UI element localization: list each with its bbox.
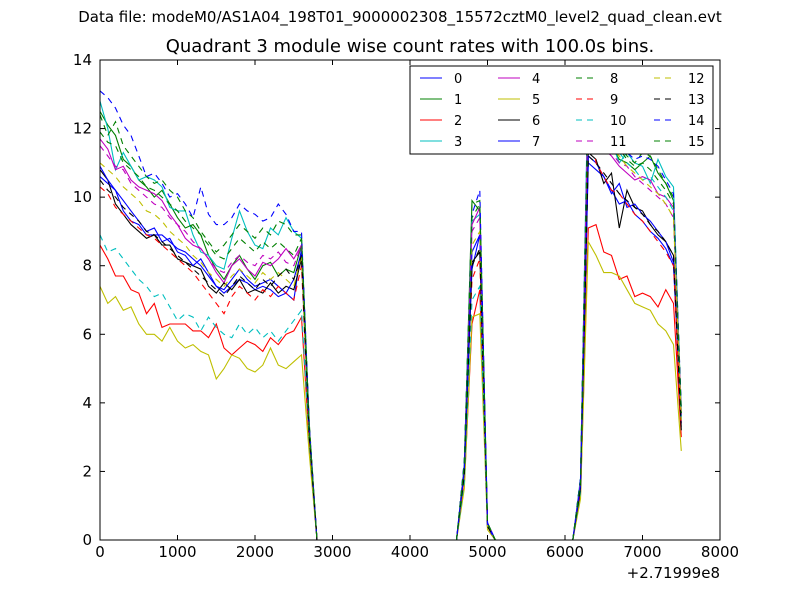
x-tick-label: 5000 (468, 543, 506, 561)
series-14-line (100, 90, 318, 540)
legend-label-3: 3 (454, 135, 462, 150)
legend-label-7: 7 (532, 135, 540, 150)
legend-label-14: 14 (688, 114, 705, 129)
series-13-line (455, 248, 496, 540)
series-11-line (100, 145, 318, 540)
legend-label-8: 8 (610, 72, 618, 87)
x-tick-label: 1000 (158, 543, 196, 561)
series-4-line (100, 138, 318, 540)
series-1-line (100, 111, 318, 540)
y-tick-label: 6 (82, 325, 92, 343)
legend-label-2: 2 (454, 114, 462, 129)
series-14-line (572, 76, 682, 540)
series-9-line (100, 186, 318, 540)
x-tick-label: 6000 (546, 543, 584, 561)
series-5-line (100, 286, 318, 540)
y-tick-label: 2 (82, 462, 92, 480)
legend-label-5: 5 (532, 93, 540, 108)
series-6-line (572, 151, 682, 540)
series-5-line (455, 312, 496, 540)
series-13-line (572, 154, 682, 540)
x-tick-label: 2000 (236, 543, 274, 561)
legend-label-15: 15 (688, 135, 705, 150)
x-tick-label: 0 (95, 543, 105, 561)
series-3-line (100, 100, 318, 540)
chart-title: Quadrant 3 module wise count rates with … (165, 36, 655, 57)
x-tick-label: 3000 (313, 543, 351, 561)
legend-label-13: 13 (688, 93, 705, 108)
y-tick-label: 8 (82, 257, 92, 275)
y-tick-label: 4 (82, 394, 92, 412)
legend-box (409, 65, 714, 155)
x-offset-label: +2.71999e8 (627, 564, 720, 582)
series-11-line (572, 94, 682, 540)
series-group (100, 65, 682, 540)
legend-label-4: 4 (532, 72, 540, 87)
y-tick-label: 14 (73, 51, 92, 69)
legend-label-6: 6 (532, 114, 540, 129)
series-0-line (572, 161, 682, 540)
y-tick-label: 0 (82, 531, 92, 549)
x-tick-label: 4000 (391, 543, 429, 561)
series-8-line (100, 114, 318, 540)
y-tick-label: 10 (73, 188, 92, 206)
series-5-line (572, 239, 682, 540)
series-1-line (572, 94, 682, 540)
series-15-line (100, 131, 318, 540)
legend-label-10: 10 (610, 114, 627, 129)
series-15-line (572, 87, 682, 540)
legend-label-11: 11 (610, 135, 627, 150)
series-0-line (100, 176, 318, 540)
legend-label-0: 0 (454, 72, 462, 87)
series-15-line (455, 202, 496, 540)
series-2-line (572, 223, 682, 540)
series-4-line (572, 90, 682, 540)
series-12-line (100, 162, 318, 540)
legend-label-1: 1 (454, 93, 462, 108)
series-13-line (100, 179, 318, 540)
x-tick-label: 8000 (701, 543, 739, 561)
series-10-line (100, 234, 318, 540)
series-7-line (572, 154, 682, 540)
legend-label-9: 9 (610, 93, 618, 108)
legend-label-12: 12 (688, 72, 705, 87)
y-tick-label: 12 (73, 120, 92, 138)
figure-suptitle: Data file: modeM0/AS1A04_198T01_90000023… (78, 8, 722, 26)
series-6-line (100, 169, 318, 540)
series-2-line (100, 244, 318, 540)
x-tick-label: 7000 (623, 543, 661, 561)
